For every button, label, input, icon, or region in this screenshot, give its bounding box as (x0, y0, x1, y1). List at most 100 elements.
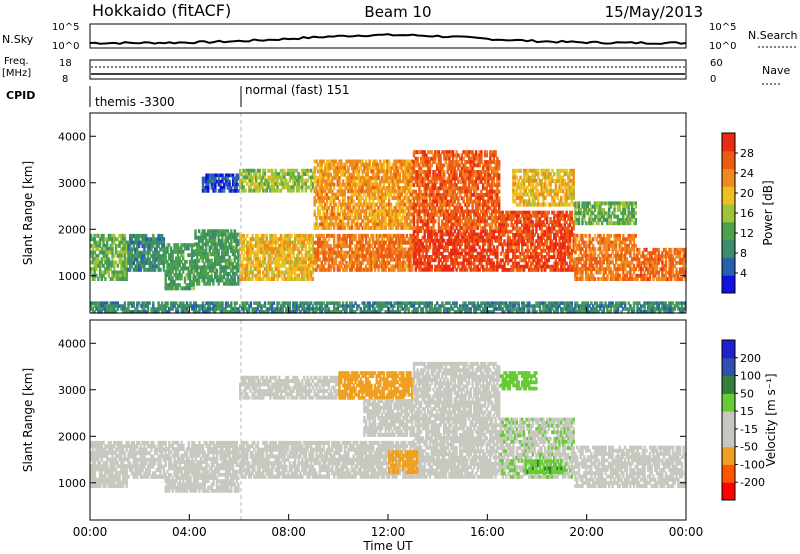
power-cell (467, 189, 471, 194)
power-cell (469, 150, 472, 155)
power-cell (125, 250, 128, 255)
power-cell (402, 209, 405, 214)
power-cell (453, 179, 456, 184)
power-cell (217, 235, 220, 240)
power-cell (512, 255, 515, 259)
power-cell (178, 263, 181, 268)
power-cell (270, 168, 274, 173)
power-cell (434, 212, 437, 217)
power-cell (528, 217, 531, 221)
power-cell (304, 250, 307, 255)
power-cell (310, 247, 313, 252)
power-cell (407, 176, 410, 180)
power-cell (412, 209, 416, 214)
power-cell (411, 162, 414, 167)
power-cell (405, 264, 409, 269)
power-cell (391, 267, 394, 272)
power-cell (322, 179, 325, 184)
power-cell (205, 275, 208, 280)
power-cell (529, 264, 533, 269)
power-cell (407, 166, 410, 171)
power-cell (189, 273, 192, 277)
power-cell (441, 235, 444, 240)
power-cell (510, 242, 513, 247)
power-cell (199, 232, 203, 237)
power-cell (391, 257, 394, 262)
power-cell (439, 156, 442, 161)
power-cell (404, 226, 407, 230)
power-cell (247, 257, 251, 262)
power-cell (169, 266, 173, 271)
power-cell (485, 232, 488, 237)
power-cell (414, 226, 417, 230)
power-cell (391, 240, 394, 245)
power-cell (352, 192, 355, 197)
power-cell (324, 166, 327, 171)
power-cell (352, 216, 355, 220)
power-cell (143, 257, 146, 262)
power-cell (294, 267, 297, 272)
power-cell (233, 229, 236, 234)
power-cell (288, 243, 292, 248)
power-cell (467, 176, 471, 181)
power-cell (505, 229, 508, 234)
power-cell (333, 226, 336, 230)
power-cell (114, 250, 118, 255)
power-cell (498, 212, 501, 217)
power-cell (489, 235, 492, 240)
power-cell (432, 245, 435, 250)
power-cell (496, 248, 499, 253)
power-cell (201, 265, 204, 270)
power-cell (373, 240, 377, 245)
power-cell (274, 273, 277, 278)
power-cell (357, 244, 361, 249)
power-cell (389, 179, 393, 184)
power-cell (402, 264, 405, 269)
power-cell (443, 179, 446, 184)
power-cell (286, 260, 290, 265)
power-cell (423, 258, 426, 263)
power-cell (263, 273, 267, 278)
power-cell (478, 170, 481, 174)
power-cell (143, 254, 146, 259)
power-cell (400, 244, 403, 249)
power-cell (513, 252, 517, 256)
power-cell (302, 257, 306, 262)
power-cell (356, 257, 359, 262)
power-cell (182, 256, 185, 261)
power-cell (441, 222, 444, 227)
power-cell (464, 232, 467, 237)
power-cell (496, 170, 499, 174)
power-cell (455, 251, 458, 256)
power-cell (430, 199, 433, 204)
power-cell (476, 258, 480, 263)
power-cell (496, 202, 499, 207)
power-cell (125, 263, 128, 268)
power-cell (341, 182, 345, 187)
power-cell (398, 166, 401, 171)
power-cell (529, 220, 533, 224)
power-cell (137, 264, 141, 269)
power-cell (466, 199, 469, 204)
power-cell (450, 183, 453, 188)
power-cell (190, 283, 194, 287)
power-cell (136, 264, 139, 269)
power-cell (267, 182, 270, 186)
power-cell (334, 261, 338, 265)
power-cell (320, 166, 323, 171)
power-cell (388, 222, 391, 227)
power-cell (535, 245, 538, 250)
freq-tick-top: 18 (59, 58, 72, 69)
power-cell (302, 263, 306, 268)
power-cell (531, 239, 535, 244)
power-cell (492, 153, 496, 158)
power-cell (325, 216, 329, 220)
power-cell (474, 170, 478, 174)
power-cell (352, 189, 355, 194)
power-cell (375, 261, 378, 265)
power-cell (208, 245, 211, 250)
power-cell (466, 170, 469, 174)
power-cell (529, 242, 533, 247)
power-cell (338, 261, 341, 265)
power-cell (434, 267, 437, 272)
